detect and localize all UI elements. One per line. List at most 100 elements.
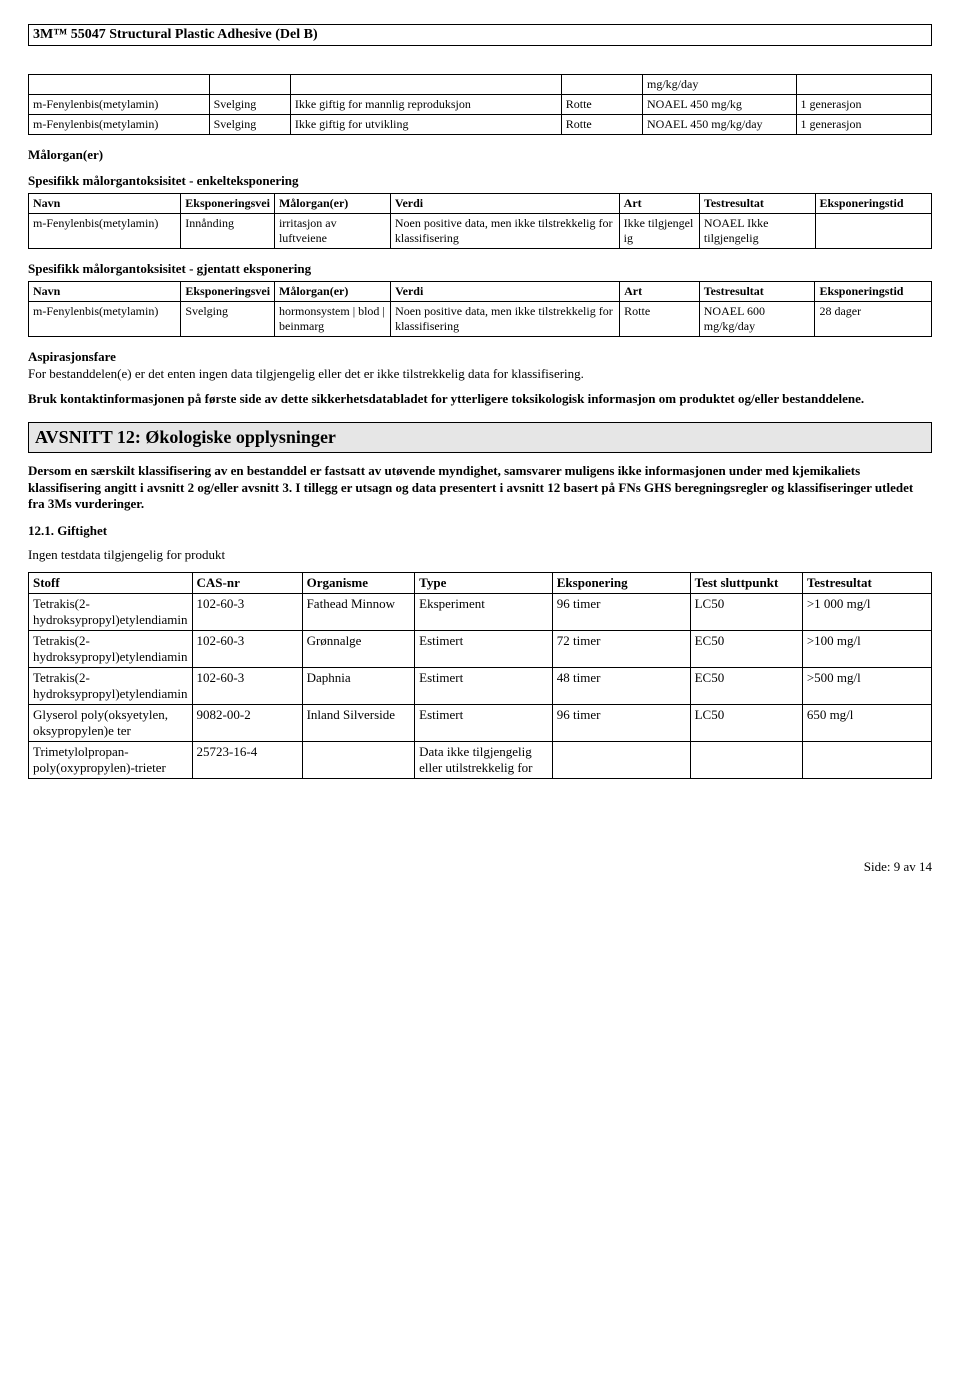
cell: m-Fenylenbis(metylamin) [29,302,181,337]
cell: Svelging [181,302,275,337]
cell: Innånding [181,214,275,249]
table-row: Stoff CAS-nr Organisme Type Eksponering … [29,573,932,594]
page-footer: Side: 9 av 14 [28,859,932,875]
cell: NOAEL 600 mg/kg/day [699,302,815,337]
table-row: Navn Eksponeringsvei Målorgan(er) Verdi … [29,194,932,214]
spes-enkel-heading: Spesifikk målorgantoksisitet - enkelteks… [28,173,932,189]
cell: NOAEL 450 mg/kg [643,95,797,115]
cell: Tetrakis(2-hydroksypropyl)etylendiamin [29,631,193,668]
cell: EC50 [690,631,802,668]
cell: m-Fenylenbis(metylamin) [29,214,181,249]
maalorgan-heading: Målorgan(er) [28,147,932,163]
cell: Ikke tilgjengel ig [619,214,699,249]
th: Testresultat [699,194,815,214]
cell: 102-60-3 [192,668,302,705]
cell [29,75,210,95]
th: Organisme [302,573,415,594]
cell: Estimert [415,668,553,705]
cell: EC50 [690,668,802,705]
table-row: Tetrakis(2-hydroksypropyl)etylendiamin 1… [29,594,932,631]
cell: >500 mg/l [802,668,931,705]
cell: NOAEL Ikke tilgjengelig [699,214,815,249]
cell: >100 mg/l [802,631,931,668]
cell: Grønnalge [302,631,415,668]
table-eco: Stoff CAS-nr Organisme Type Eksponering … [28,572,932,779]
cell: 650 mg/l [802,705,931,742]
cell [209,75,290,95]
table-row: Trimetylolpropan-poly(oxypropylen)-triet… [29,742,932,779]
table-gjentatt: Navn Eksponeringsvei Målorgan(er) Verdi … [28,281,932,337]
cell [290,75,561,95]
spes-gjentatt-heading: Spesifikk målorgantoksisitet - gjentatt … [28,261,932,277]
cell: Daphnia [302,668,415,705]
table-row: Tetrakis(2-hydroksypropyl)etylendiamin 1… [29,668,932,705]
th: Navn [29,194,181,214]
cell: Noen positive data, men ikke tilstrekkel… [390,214,619,249]
cell: 48 timer [552,668,690,705]
doc-title: 3M™ 55047 Structural Plastic Adhesive (D… [28,24,932,46]
cell: LC50 [690,594,802,631]
th: Målorgan(er) [274,194,390,214]
sec12-1-text: Ingen testdata tilgjengelig for produkt [28,547,932,564]
cell: Svelging [209,95,290,115]
cell: 1 generasjon [796,95,931,115]
cell: >1 000 mg/l [802,594,931,631]
cell: 96 timer [552,705,690,742]
cell: Svelging [209,115,290,135]
cell: 102-60-3 [192,631,302,668]
cell: irritasjon av luftveiene [274,214,390,249]
cell: m-Fenylenbis(metylamin) [29,95,210,115]
cell [796,75,931,95]
table-row: m-Fenylenbis(metylamin) Svelging Ikke gi… [29,115,932,135]
cell: mg/kg/day [643,75,797,95]
cell [815,214,932,249]
th: Testresultat [699,282,815,302]
th: Test sluttpunkt [690,573,802,594]
th: Type [415,573,553,594]
th: Eksponeringsvei [181,194,275,214]
cell: Rotte [620,302,700,337]
cell [552,742,690,779]
table-row: mg/kg/day [29,75,932,95]
th: Art [619,194,699,214]
table-row: Tetrakis(2-hydroksypropyl)etylendiamin 1… [29,631,932,668]
cell: Inland Silverside [302,705,415,742]
th: Målorgan(er) [275,282,391,302]
cell [561,75,642,95]
table-repro: mg/kg/day m-Fenylenbis(metylamin) Svelgi… [28,74,932,135]
cell: NOAEL 450 mg/kg/day [643,115,797,135]
cell: m-Fenylenbis(metylamin) [29,115,210,135]
cell: Rotte [561,95,642,115]
aspirasjon-block: Aspirasjonsfare For bestanddelen(e) er d… [28,349,932,383]
th: CAS-nr [192,573,302,594]
aspirasjon-text: For bestanddelen(e) er det enten ingen d… [28,366,584,381]
bruk-text: Bruk kontaktinformasjonen på første side… [28,391,932,408]
aspirasjon-heading: Aspirasjonsfare [28,349,116,364]
cell: Estimert [415,631,553,668]
cell: Data ikke tilgjengelig eller utilstrekke… [415,742,553,779]
th: Eksponeringsvei [181,282,275,302]
cell: 72 timer [552,631,690,668]
th: Verdi [391,282,620,302]
table-row: Glyserol poly(oksyetylen, oksypropylen)e… [29,705,932,742]
cell [302,742,415,779]
cell: Rotte [561,115,642,135]
avsnitt12-intro: Dersom en særskilt klassifisering av en … [28,463,932,514]
cell: 102-60-3 [192,594,302,631]
cell [802,742,931,779]
th: Verdi [390,194,619,214]
table-enkel: Navn Eksponeringsvei Målorgan(er) Verdi … [28,193,932,249]
th: Testresultat [802,573,931,594]
cell: hormonsystem | blod | beinmarg [275,302,391,337]
cell: 25723-16-4 [192,742,302,779]
cell: Ikke giftig for mannlig reproduksjon [290,95,561,115]
cell: Trimetylolpropan-poly(oxypropylen)-triet… [29,742,193,779]
th: Stoff [29,573,193,594]
cell: Tetrakis(2-hydroksypropyl)etylendiamin [29,668,193,705]
cell [690,742,802,779]
table-row: m-Fenylenbis(metylamin) Svelging Ikke gi… [29,95,932,115]
th: Art [620,282,700,302]
cell: 28 dager [815,302,932,337]
table-row: m-Fenylenbis(metylamin) Svelging hormons… [29,302,932,337]
th: Navn [29,282,181,302]
